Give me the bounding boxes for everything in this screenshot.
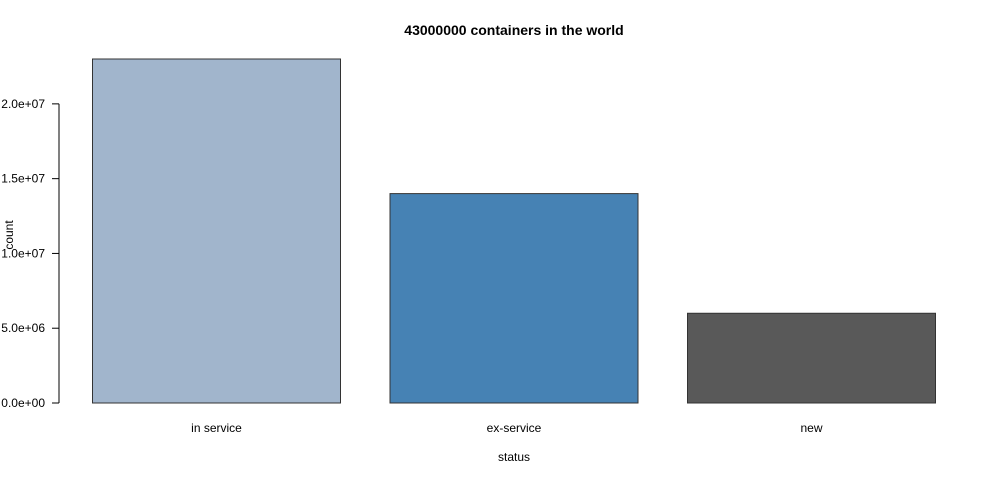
y-tick-label: 0.0e+00 [1,396,45,410]
x-tick-label: ex-service [487,421,542,435]
bar-new [687,312,936,404]
y-tick-label: 2.0e+07 [1,97,45,111]
y-axis-label: count [2,220,16,250]
chart-title: 43000000 containers in the world [404,22,623,38]
bar-ex-service [389,193,639,404]
x-tick-label: in service [191,421,242,435]
y-tick-label: 5.0e+06 [1,321,45,335]
x-tick-labels: in service ex-service new [191,421,823,435]
y-tick-label: 1.0e+07 [1,246,45,260]
y-tick-label: 1.5e+07 [1,172,45,186]
x-tick-label: new [800,421,822,435]
bar-in-service [92,58,341,404]
y-axis: 0.0e+00 5.0e+06 1.0e+07 1.5e+07 2.0e+07 [1,97,60,410]
bars-group [92,58,936,404]
x-axis-label: status [498,450,530,464]
